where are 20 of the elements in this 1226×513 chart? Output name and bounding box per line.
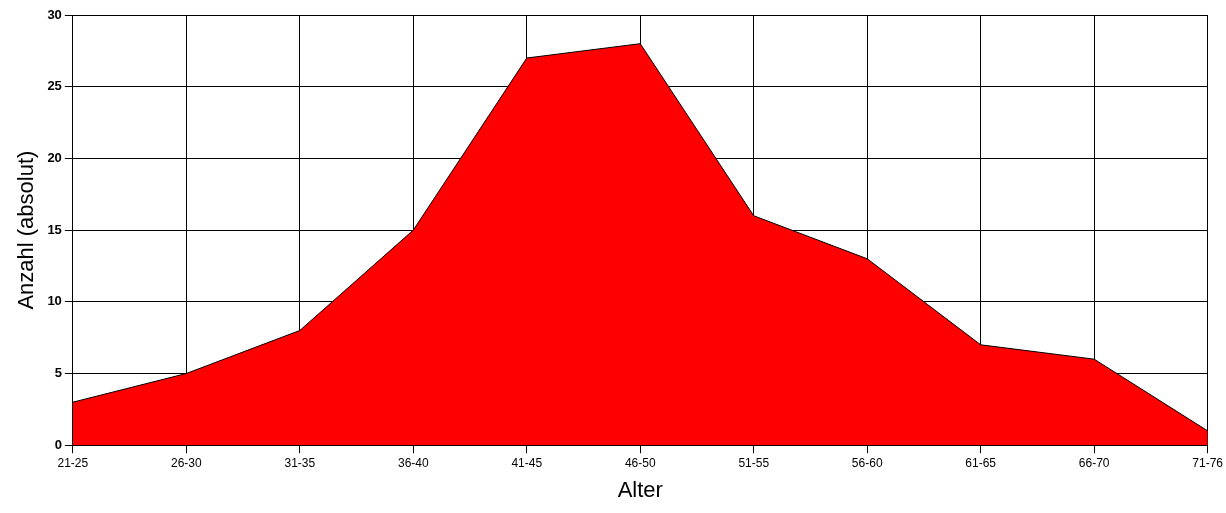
x-tick-label: 56-60 <box>851 455 883 470</box>
x-axis-title: Alter <box>617 476 663 502</box>
y-axis-title: Anzahl (absolut) <box>13 150 39 310</box>
y-tick-label: 0 <box>54 436 62 452</box>
x-tick-label: 71-76 <box>1192 455 1224 470</box>
x-tick-label: 51-55 <box>738 455 770 470</box>
y-tick-label: 30 <box>47 6 62 22</box>
y-tick-label: 25 <box>47 78 62 94</box>
y-tick-label: 15 <box>47 221 62 237</box>
x-tick-label: 36-40 <box>397 455 429 470</box>
y-tick-label: 5 <box>54 365 62 381</box>
x-tick-label: 66-70 <box>1078 455 1110 470</box>
x-tick-label: 21-25 <box>57 455 89 470</box>
y-tick-label: 20 <box>47 149 62 165</box>
x-tick-label: 41-45 <box>511 455 543 470</box>
y-tick-label: 10 <box>47 293 62 309</box>
x-tick-label: 46-50 <box>624 455 656 470</box>
x-tick-label: 26-30 <box>170 455 203 470</box>
x-tick-label: 61-65 <box>965 455 997 470</box>
x-tick-label: 31-35 <box>284 455 316 470</box>
